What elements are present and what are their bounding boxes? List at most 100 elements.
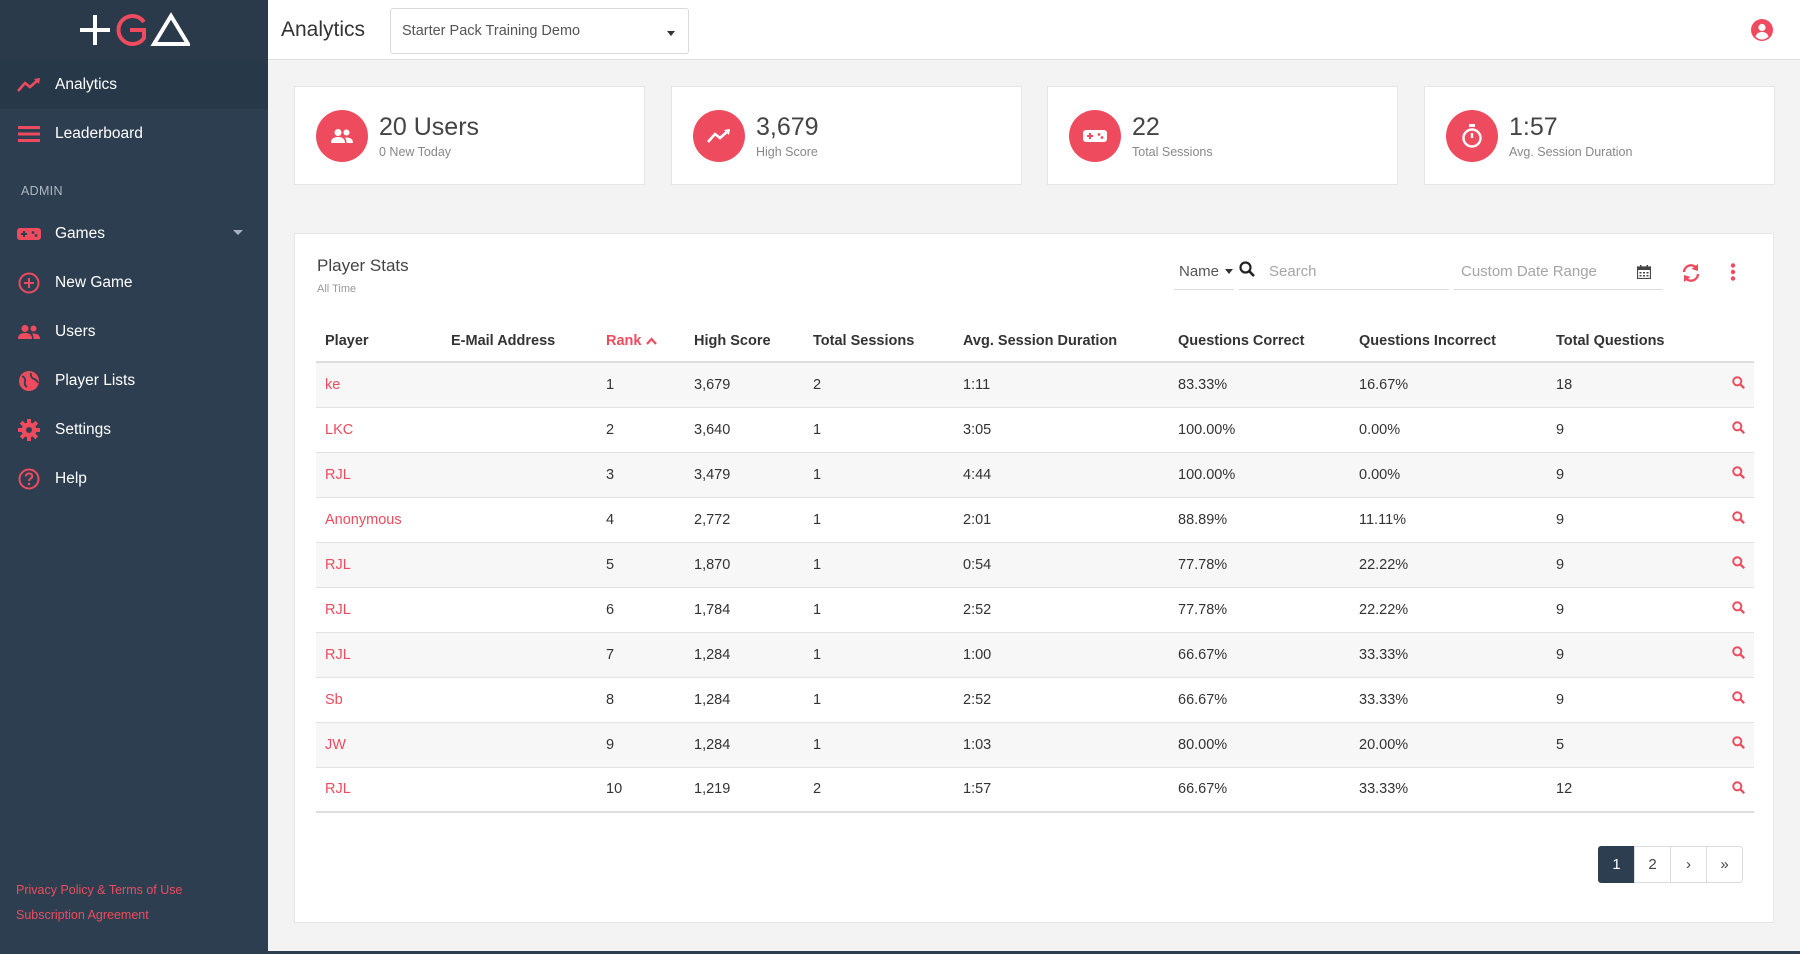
sidebar-item-player-lists[interactable]: Player Lists bbox=[0, 356, 268, 405]
game-select[interactable]: Starter Pack Training Demo bbox=[390, 8, 689, 54]
stat-card-high-score: 3,679 High Score bbox=[671, 86, 1022, 185]
cell-player[interactable]: RJL bbox=[316, 632, 442, 678]
cell-total: 9 bbox=[1547, 587, 1707, 633]
search-icon[interactable] bbox=[1732, 511, 1745, 528]
cell-email bbox=[442, 452, 597, 498]
sort-by-select[interactable]: Name bbox=[1174, 254, 1234, 290]
cell-correct: 83.33% bbox=[1169, 362, 1350, 408]
stat-label: 0 New Today bbox=[379, 144, 452, 159]
search-icon[interactable] bbox=[1732, 646, 1745, 663]
users-icon bbox=[316, 109, 368, 162]
column-header-incorrect[interactable]: Questions Incorrect bbox=[1350, 321, 1547, 363]
brand-logo-icon bbox=[80, 12, 190, 46]
cell-sessions: 1 bbox=[804, 632, 954, 678]
calendar-icon[interactable] bbox=[1636, 265, 1652, 283]
stopwatch-icon bbox=[1446, 109, 1498, 162]
search-icon[interactable] bbox=[1732, 691, 1745, 708]
sidebar-item-settings[interactable]: Settings bbox=[0, 405, 268, 454]
column-header-total-sessions[interactable]: Total Sessions bbox=[804, 321, 954, 363]
cell-sessions: 1 bbox=[804, 677, 954, 723]
table-row: RJL 3 3,479 1 4:44 100.00% 0.00% 9 bbox=[316, 452, 1754, 498]
cell-high: 3,479 bbox=[685, 452, 804, 498]
search-icon[interactable] bbox=[1732, 601, 1745, 618]
cell-player[interactable]: RJL bbox=[316, 587, 442, 633]
column-header-high-score[interactable]: High Score bbox=[685, 321, 804, 363]
table-row: JW 9 1,284 1 1:03 80.00% 20.00% 5 bbox=[316, 722, 1754, 768]
cell-player[interactable]: LKC bbox=[316, 407, 442, 453]
cell-high: 1,870 bbox=[685, 542, 804, 588]
user-account-icon[interactable] bbox=[1751, 19, 1773, 46]
last-page-button[interactable]: » bbox=[1706, 846, 1743, 883]
cell-player[interactable]: RJL bbox=[316, 542, 442, 588]
search-icon[interactable] bbox=[1732, 736, 1745, 753]
table-row: Anonymous 4 2,772 1 2:01 88.89% 11.11% 9 bbox=[316, 497, 1754, 543]
topbar: Analytics Starter Pack Training Demo bbox=[268, 0, 1800, 60]
cell-correct: 66.67% bbox=[1169, 767, 1350, 813]
chevron-down-icon[interactable] bbox=[233, 230, 243, 235]
cell-player[interactable]: Sb bbox=[316, 677, 442, 723]
cell-high: 1,219 bbox=[685, 767, 804, 813]
page-button-1[interactable]: 1 bbox=[1598, 846, 1635, 883]
sidebar-item-analytics[interactable]: Analytics bbox=[0, 60, 268, 109]
search-icon[interactable] bbox=[1732, 466, 1745, 483]
cell-duration: 0:54 bbox=[954, 542, 1169, 588]
cell-rank: 10 bbox=[597, 767, 685, 813]
cell-incorrect: 0.00% bbox=[1350, 407, 1547, 453]
date-range-picker[interactable]: Custom Date Range bbox=[1453, 254, 1663, 290]
sidebar-item-users[interactable]: Users bbox=[0, 307, 268, 356]
page-button-2[interactable]: 2 bbox=[1634, 846, 1671, 883]
cell-duration: 4:44 bbox=[954, 452, 1169, 498]
plus-circle-icon bbox=[17, 271, 41, 295]
search-icon[interactable] bbox=[1732, 421, 1745, 438]
column-header-email[interactable]: E-Mail Address bbox=[442, 321, 597, 363]
cell-rank: 1 bbox=[597, 362, 685, 408]
player-stats-table: Player E-Mail Address Rank High Score To… bbox=[316, 321, 1754, 813]
view-player-cell bbox=[1707, 722, 1754, 768]
sidebar-item-help[interactable]: Help bbox=[0, 454, 268, 503]
sidebar-item-games[interactable]: Games bbox=[0, 209, 268, 258]
cell-player[interactable]: JW bbox=[316, 722, 442, 768]
admin-section-label: ADMIN bbox=[21, 184, 63, 198]
table-row: RJL 6 1,784 1 2:52 77.78% 22.22% 9 bbox=[316, 587, 1754, 633]
column-header-correct[interactable]: Questions Correct bbox=[1169, 321, 1350, 363]
cell-rank: 8 bbox=[597, 677, 685, 723]
logo[interactable] bbox=[0, 0, 268, 60]
cell-player[interactable]: RJL bbox=[316, 452, 442, 498]
cell-player[interactable]: Anonymous bbox=[316, 497, 442, 543]
column-header-player[interactable]: Player bbox=[316, 321, 442, 363]
cell-email bbox=[442, 722, 597, 768]
privacy-policy-link[interactable]: Privacy Policy & Terms of Use bbox=[16, 883, 183, 897]
sidebar-item-leaderboard[interactable]: Leaderboard bbox=[0, 109, 268, 158]
chevron-down-icon bbox=[667, 31, 675, 36]
subscription-agreement-link[interactable]: Subscription Agreement bbox=[16, 908, 149, 922]
cell-total: 12 bbox=[1547, 767, 1707, 813]
globe-icon bbox=[17, 369, 41, 393]
search-icon[interactable] bbox=[1732, 556, 1745, 573]
column-header-total-questions[interactable]: Total Questions bbox=[1547, 321, 1707, 363]
view-player-cell bbox=[1707, 587, 1754, 633]
sidebar-item-label: Help bbox=[55, 469, 87, 487]
column-header-rank[interactable]: Rank bbox=[597, 321, 685, 363]
cell-sessions: 2 bbox=[804, 767, 954, 813]
sidebar-item-label: Settings bbox=[55, 420, 112, 438]
chevron-up-icon bbox=[646, 333, 658, 349]
cell-incorrect: 33.33% bbox=[1350, 767, 1547, 813]
table-row: RJL 5 1,870 1 0:54 77.78% 22.22% 9 bbox=[316, 542, 1754, 588]
table-row: RJL 7 1,284 1 1:00 66.67% 33.33% 9 bbox=[316, 632, 1754, 678]
cell-incorrect: 0.00% bbox=[1350, 452, 1547, 498]
page-title: Analytics bbox=[281, 17, 366, 41]
refresh-icon[interactable] bbox=[1681, 263, 1701, 288]
view-player-cell bbox=[1707, 497, 1754, 543]
search-icon[interactable] bbox=[1732, 376, 1745, 393]
search-icon[interactable] bbox=[1732, 780, 1745, 798]
search-input[interactable] bbox=[1269, 263, 1429, 280]
more-options-icon[interactable] bbox=[1730, 263, 1736, 286]
cell-sessions: 1 bbox=[804, 722, 954, 768]
column-header-duration[interactable]: Avg. Session Duration bbox=[954, 321, 1169, 363]
next-page-button[interactable]: › bbox=[1670, 846, 1707, 883]
cell-email bbox=[442, 767, 597, 813]
cell-player[interactable]: ke bbox=[316, 362, 442, 408]
sidebar-item-new-game[interactable]: New Game bbox=[0, 258, 268, 307]
cell-player[interactable]: RJL bbox=[316, 767, 442, 813]
cell-duration: 2:52 bbox=[954, 587, 1169, 633]
